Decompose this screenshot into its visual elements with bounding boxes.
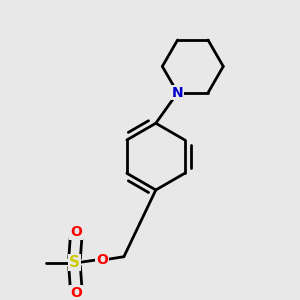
Text: S: S bbox=[69, 255, 80, 270]
Text: N: N bbox=[172, 86, 183, 100]
Text: O: O bbox=[70, 286, 82, 300]
Text: O: O bbox=[70, 225, 82, 239]
Text: O: O bbox=[96, 253, 108, 267]
